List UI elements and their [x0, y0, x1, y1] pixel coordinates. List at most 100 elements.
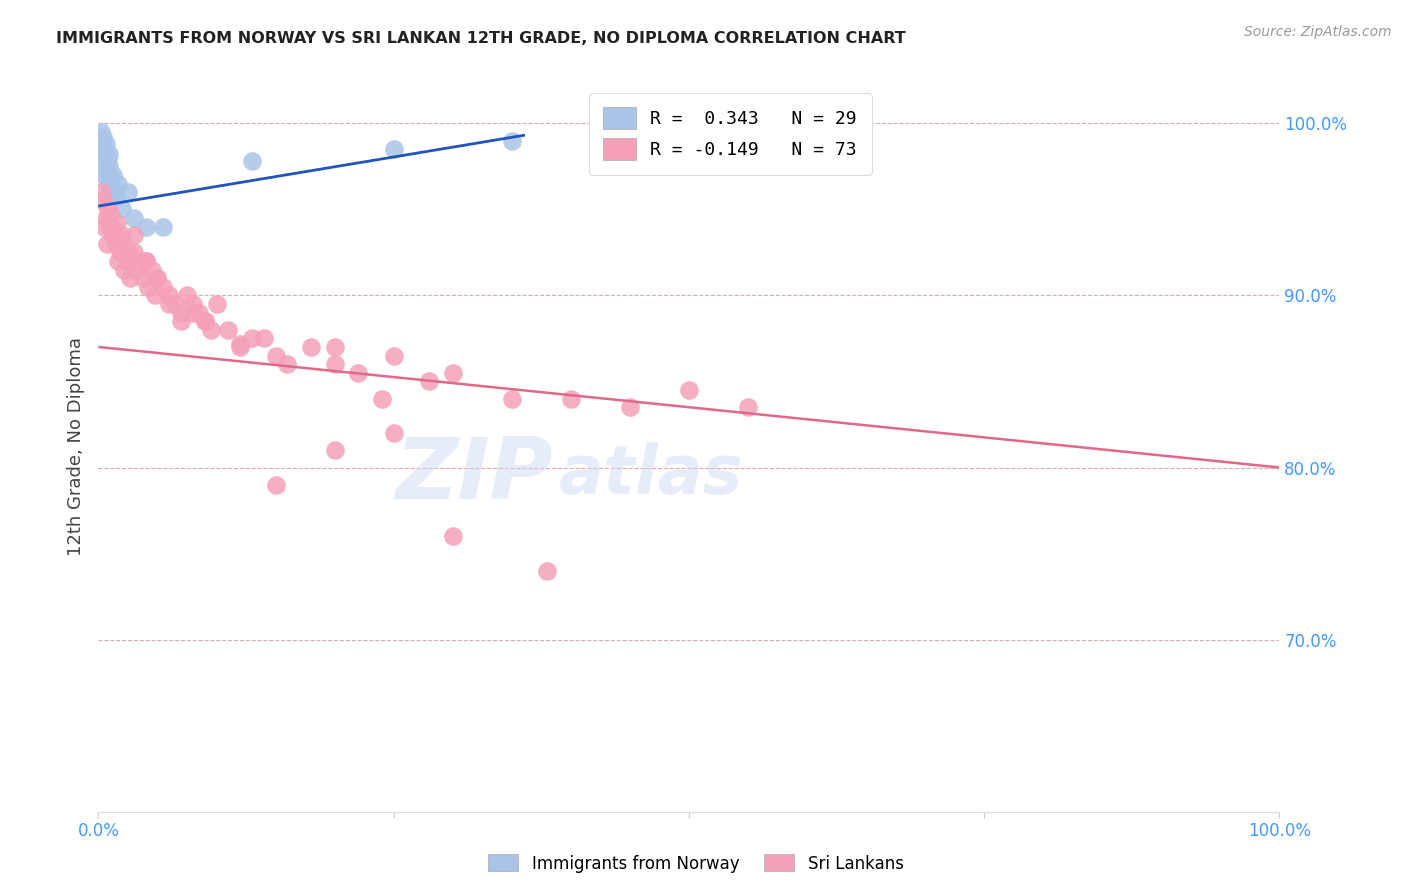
Point: [100, 185, 122, 199]
Point: [101, 228, 124, 243]
Point: [181, 305, 204, 319]
Point: [117, 185, 139, 199]
Point: [94, 211, 117, 225]
Text: IMMIGRANTS FROM NORWAY VS SRI LANKAN 12TH GRADE, NO DIPLOMA CORRELATION CHART: IMMIGRANTS FROM NORWAY VS SRI LANKAN 12T…: [56, 31, 905, 46]
Point: [371, 392, 394, 406]
Point: [93, 219, 115, 234]
Point: [101, 168, 124, 182]
Point: [323, 340, 346, 354]
Point: [98, 206, 121, 220]
Point: [217, 323, 239, 337]
Point: [103, 185, 125, 199]
Text: Source: ZipAtlas.com: Source: ZipAtlas.com: [1244, 25, 1392, 39]
Point: [128, 254, 150, 268]
Point: [194, 314, 217, 328]
Point: [94, 154, 117, 169]
Text: ZIP: ZIP: [395, 434, 553, 516]
Point: [136, 280, 159, 294]
Legend: R =  0.343   N = 29, R = -0.149   N = 73: R = 0.343 N = 29, R = -0.149 N = 73: [589, 93, 872, 175]
Point: [678, 383, 700, 397]
Point: [229, 340, 252, 354]
Point: [111, 228, 134, 243]
Point: [111, 236, 134, 251]
Point: [97, 202, 120, 217]
Point: [135, 219, 157, 234]
Point: [323, 357, 346, 371]
Point: [418, 375, 440, 389]
Point: [90, 125, 112, 139]
Point: [103, 223, 125, 237]
Point: [96, 164, 118, 178]
Point: [560, 392, 582, 406]
Point: [98, 171, 121, 186]
Point: [165, 297, 187, 311]
Y-axis label: 12th Grade, No Diploma: 12th Grade, No Diploma: [66, 336, 84, 556]
Point: [98, 159, 121, 173]
Point: [97, 151, 120, 165]
Point: [382, 426, 405, 441]
Point: [122, 228, 145, 243]
Point: [205, 297, 228, 311]
Point: [146, 271, 169, 285]
Point: [229, 336, 252, 351]
Point: [122, 211, 145, 225]
Point: [117, 245, 139, 260]
Point: [382, 142, 405, 156]
Point: [200, 323, 222, 337]
Point: [93, 151, 115, 165]
Point: [90, 134, 112, 148]
Point: [619, 401, 641, 415]
Point: [91, 130, 114, 145]
Point: [105, 236, 128, 251]
Point: [253, 331, 276, 345]
Point: [194, 314, 217, 328]
Point: [187, 305, 209, 319]
Point: [264, 349, 287, 363]
Point: [120, 271, 142, 285]
Legend: Immigrants from Norway, Sri Lankans: Immigrants from Norway, Sri Lankans: [482, 847, 910, 880]
Point: [536, 564, 558, 578]
Point: [170, 305, 193, 319]
Point: [240, 154, 263, 169]
Point: [157, 297, 180, 311]
Point: [152, 219, 174, 234]
Point: [382, 349, 405, 363]
Point: [93, 168, 115, 182]
Point: [146, 271, 169, 285]
Point: [299, 340, 322, 354]
Point: [276, 357, 298, 371]
Point: [94, 136, 117, 151]
Point: [264, 477, 287, 491]
Point: [96, 236, 118, 251]
Point: [105, 216, 128, 230]
Point: [117, 254, 139, 268]
Point: [737, 401, 759, 415]
Point: [125, 262, 148, 277]
Point: [240, 331, 263, 345]
Point: [157, 288, 180, 302]
Point: [152, 280, 174, 294]
Point: [108, 245, 131, 260]
Point: [91, 194, 114, 208]
Point: [135, 254, 157, 268]
Point: [347, 366, 370, 380]
Point: [181, 297, 204, 311]
Point: [176, 288, 198, 302]
Point: [91, 142, 114, 156]
Point: [170, 314, 193, 328]
Point: [112, 262, 135, 277]
Point: [143, 288, 166, 302]
Point: [323, 443, 346, 458]
Point: [97, 177, 120, 191]
Text: atlas: atlas: [560, 442, 744, 508]
Point: [98, 147, 121, 161]
Point: [135, 254, 157, 268]
Point: [91, 142, 114, 156]
Point: [98, 219, 121, 234]
Point: [501, 134, 523, 148]
Point: [441, 529, 464, 543]
Point: [111, 202, 134, 217]
Point: [122, 245, 145, 260]
Point: [91, 185, 114, 199]
Point: [441, 366, 464, 380]
